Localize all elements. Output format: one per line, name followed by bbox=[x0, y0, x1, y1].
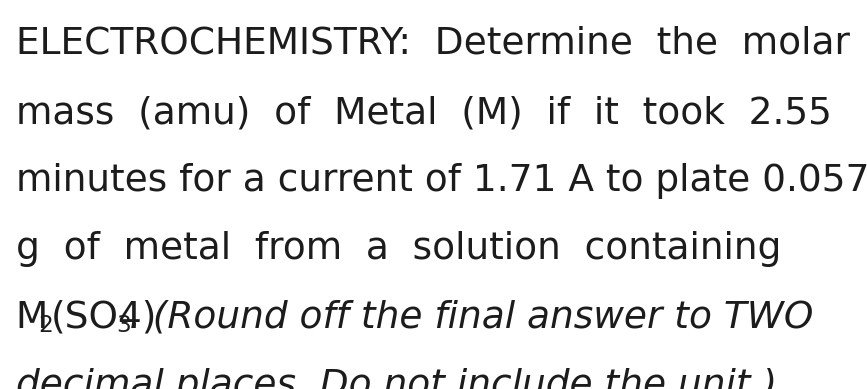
Text: . (Round off the final answer to TWO: . (Round off the final answer to TWO bbox=[129, 300, 813, 336]
Text: (SO4): (SO4) bbox=[51, 300, 158, 336]
Text: decimal places. Do not include the unit.): decimal places. Do not include the unit.… bbox=[16, 368, 777, 389]
Text: M: M bbox=[16, 300, 48, 336]
Text: minutes for a current of 1.71 A to plate 0.0579: minutes for a current of 1.71 A to plate… bbox=[16, 163, 867, 200]
Text: 2: 2 bbox=[38, 314, 53, 337]
Text: ELECTROCHEMISTRY:  Determine  the  molar: ELECTROCHEMISTRY: Determine the molar bbox=[16, 25, 850, 61]
Text: g  of  metal  from  a  solution  containing: g of metal from a solution containing bbox=[16, 231, 781, 268]
Text: 3: 3 bbox=[116, 314, 131, 337]
Text: mass  (amu)  of  Metal  (M)  if  it  took  2.55: mass (amu) of Metal (M) if it took 2.55 bbox=[16, 95, 831, 131]
